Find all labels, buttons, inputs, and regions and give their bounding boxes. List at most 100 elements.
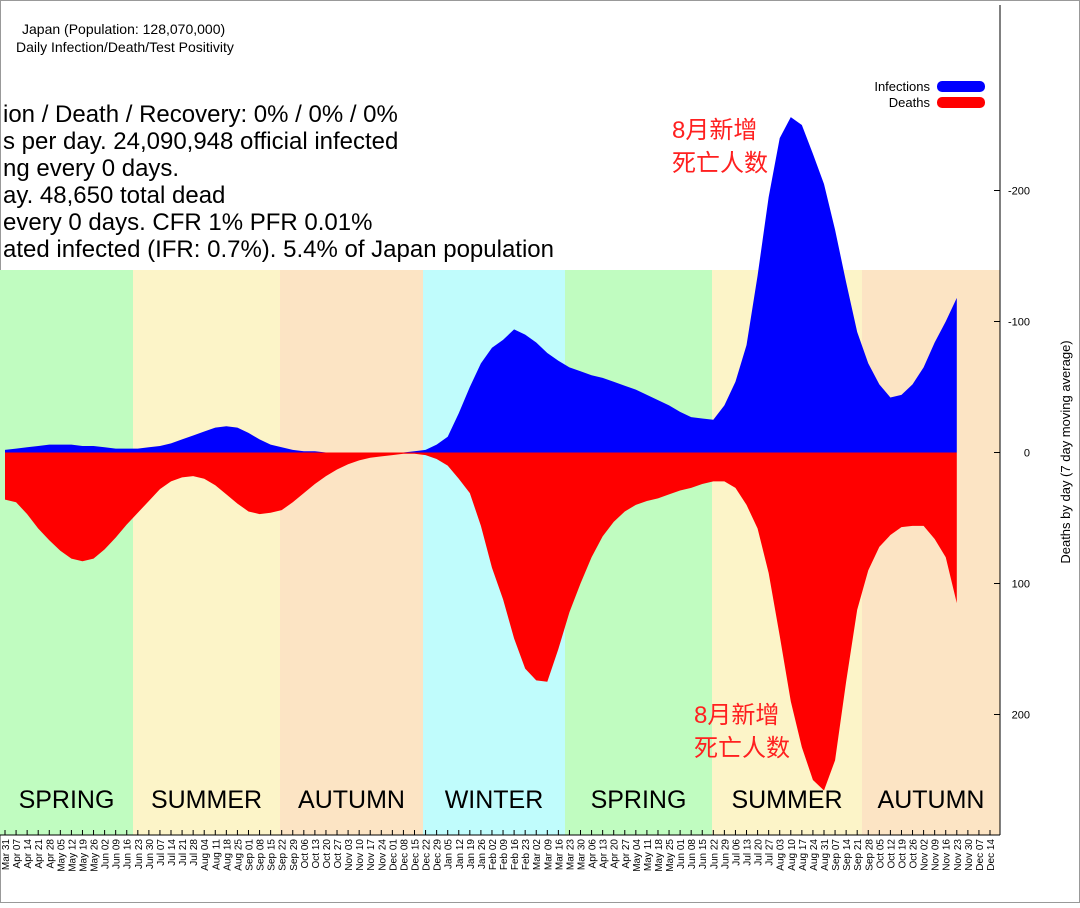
- legend-label: Deaths: [889, 95, 931, 110]
- x-tick-label: Jun 15: [698, 839, 709, 869]
- x-tick-label: Jul 20: [754, 839, 765, 866]
- x-tick-label: Nov 24: [377, 839, 388, 871]
- x-tick-label: Feb 02: [488, 839, 499, 871]
- x-tick-label: May 12: [67, 839, 78, 872]
- x-tick-label: Oct 05: [875, 839, 886, 869]
- x-tick-label: Oct 13: [311, 839, 322, 869]
- y2-tick-label: -200: [1008, 186, 1030, 198]
- legend-swatch: [937, 81, 985, 92]
- info-text: ated infected (IFR: 0.7%). 5.4% of Japan…: [3, 236, 554, 263]
- x-tick-label: Sep 29: [289, 839, 300, 871]
- x-tick-label: May 19: [78, 839, 89, 872]
- x-tick-label: May 05: [56, 839, 67, 872]
- area-deaths: [5, 452, 957, 791]
- x-tick-label: Feb 09: [499, 839, 510, 871]
- info-text: s per day. 24,090,948 official infected: [3, 128, 398, 155]
- y2-tick-label: 100: [1012, 578, 1030, 590]
- legend-swatch: [937, 97, 985, 108]
- x-tick-label: Apr 13: [599, 839, 610, 869]
- x-tick-label: Oct 19: [897, 839, 908, 869]
- x-tick-label: Apr 27: [621, 839, 632, 869]
- x-tick-label: Dec 01: [388, 839, 399, 871]
- x-tick-label: Dec 14: [986, 839, 997, 871]
- x-tick-label: Jul 14: [167, 839, 178, 866]
- x-tick-label: Nov 16: [942, 839, 953, 871]
- season-label: SUMMER: [151, 786, 262, 814]
- legend-label: Infections: [874, 79, 930, 94]
- season-label: SPRING: [591, 786, 687, 814]
- area-infections: [5, 117, 957, 453]
- x-tick-label: Mar 16: [554, 839, 565, 871]
- x-tick-label: Nov 17: [366, 839, 377, 871]
- season-label: WINTER: [445, 786, 544, 814]
- info-text: ion / Death / Recovery: 0% / 0% / 0%: [3, 101, 398, 128]
- x-tick-label: Mar 23: [565, 839, 576, 871]
- x-tick-label: Jun 08: [687, 839, 698, 869]
- x-tick-label: Oct 06: [300, 839, 311, 869]
- x-tick-label: Apr 07: [12, 839, 23, 869]
- chart-title: Japan (Population: 128,070,000): [22, 21, 225, 37]
- season-label: SPRING: [19, 786, 115, 814]
- x-tick-label: Aug 03: [776, 839, 787, 871]
- x-tick-label: Nov 23: [953, 839, 964, 871]
- x-tick-label: Sep 21: [853, 839, 864, 871]
- x-tick-label: Jun 30: [145, 839, 156, 869]
- x-tick-label: Aug 11: [211, 839, 222, 870]
- x-tick-label: Dec 29: [433, 839, 444, 871]
- x-tick-label: Aug 25: [233, 839, 244, 871]
- x-tick-label: Apr 06: [588, 839, 599, 869]
- x-tick-label: Jul 13: [743, 839, 754, 866]
- x-tick-label: Dec 07: [975, 839, 986, 871]
- x-tick-label: Sep 15: [267, 839, 278, 871]
- x-tick-label: Feb 23: [521, 839, 532, 871]
- x-tick-label: Feb 16: [510, 839, 521, 871]
- x-tick-label: Nov 30: [964, 839, 975, 871]
- x-tick-label: Mar 09: [543, 839, 554, 871]
- x-tick-label: Jun 22: [709, 839, 720, 869]
- x-tick-label: Jan 05: [444, 839, 455, 869]
- chart-subtitle: Daily Infection/Death/Test Positivity: [16, 39, 234, 55]
- season-band: [133, 270, 280, 835]
- x-tick-label: Jun 02: [101, 839, 112, 869]
- season-label: SUMMER: [731, 786, 842, 814]
- x-tick-label: Apr 28: [45, 839, 56, 869]
- x-tick-label: Apr 20: [610, 839, 621, 869]
- x-tick-label: Oct 20: [322, 839, 333, 869]
- x-tick-label: Mar 30: [577, 839, 588, 871]
- x-tick-label: May 04: [632, 839, 643, 872]
- x-tick-label: Oct 27: [333, 839, 344, 869]
- x-tick-label: Jun 09: [112, 839, 123, 869]
- x-tick-label: Nov 03: [344, 839, 355, 871]
- x-tick-label: May 26: [90, 839, 101, 872]
- season-label: AUTUMN: [298, 786, 405, 814]
- x-tick-label: Aug 10: [787, 839, 798, 871]
- x-tick-label: Jan 19: [466, 839, 477, 869]
- annotation: 8月新增: [672, 117, 757, 144]
- info-text: ay. 48,650 total dead: [3, 182, 225, 209]
- x-tick-label: Aug 18: [222, 839, 233, 871]
- x-tick-label: Dec 22: [422, 839, 433, 871]
- info-text: ng every 0 days.: [3, 155, 179, 182]
- x-tick-label: Dec 08: [399, 839, 410, 871]
- x-tick-label: Sep 28: [864, 839, 875, 871]
- x-tick-label: Jan 26: [477, 839, 488, 869]
- x-tick-label: Aug 24: [809, 839, 820, 871]
- x-tick-label: Sep 08: [256, 839, 267, 871]
- x-tick-label: May 11: [643, 839, 654, 871]
- x-tick-label: Jul 28: [189, 839, 200, 866]
- annotation: 死亡人数: [672, 150, 768, 177]
- x-tick-label: Nov 10: [355, 839, 366, 871]
- annotation: 8月新增: [694, 702, 779, 729]
- x-tick-label: Aug 31: [820, 839, 831, 871]
- y2-axis-label: Deaths by day (7 day moving average): [1058, 340, 1073, 563]
- x-tick-label: Jun 23: [134, 839, 145, 869]
- x-tick-label: Sep 22: [278, 839, 289, 871]
- x-tick-label: Jul 06: [731, 839, 742, 866]
- x-tick-label: Mar 02: [532, 839, 543, 871]
- x-tick-label: Mar 31: [1, 839, 12, 871]
- x-tick-label: Nov 09: [931, 839, 942, 871]
- x-tick-label: Jun 16: [123, 839, 134, 869]
- x-tick-label: Oct 26: [909, 839, 920, 869]
- y2-tick-label: 0: [1024, 448, 1030, 460]
- x-tick-label: Sep 01: [244, 839, 255, 871]
